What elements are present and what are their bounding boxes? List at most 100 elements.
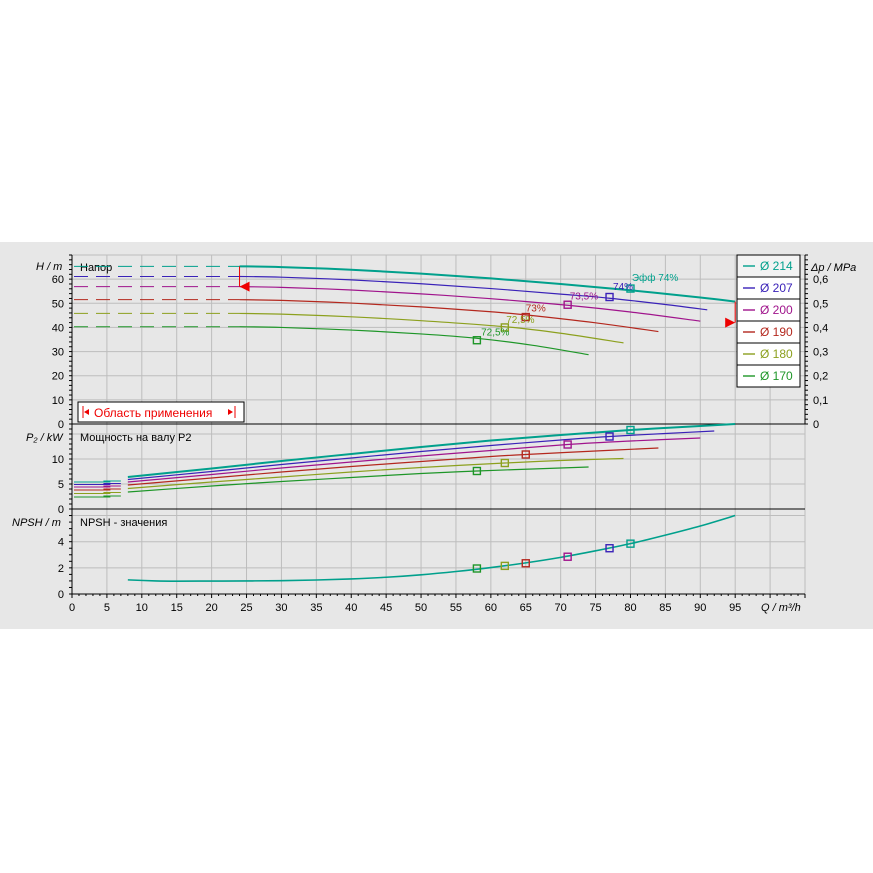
x-axis-label: Q / m³/h [761, 602, 801, 614]
power-point-Ø 180 [500, 458, 510, 468]
pressure-tick-label: 0,4 [813, 322, 828, 334]
legend-label: Ø 200 [760, 303, 793, 317]
head-curve-Ø 214 [239, 265, 736, 303]
pressure-axis-label: Δp / MPa [810, 262, 856, 274]
head-point-Ø 180 [500, 323, 510, 332]
x-tick-label: 45 [380, 602, 392, 614]
pressure-tick-label: 0,2 [813, 371, 828, 383]
head-curve-Ø 170 [239, 326, 589, 356]
npsh-tick-label: 4 [58, 537, 64, 549]
application-right-arrow [725, 317, 736, 328]
npsh-tick-label: 0 [58, 589, 64, 601]
x-tick-label: 75 [589, 602, 601, 614]
head-curve-Ø 207 [239, 275, 708, 311]
chart-panel: 0 10 20 30 40 50 60 0 0,1 0,2 0,3 0,4 0,5 0,6 0 5 10 0 2 4 0… [0, 242, 873, 629]
npsh-curve [127, 514, 736, 582]
x-tick-label: 10 [136, 602, 148, 614]
power-curve-Ø 200 [127, 437, 701, 483]
power-curve-Ø 214 [127, 423, 736, 478]
head-point-Ø 190 [521, 312, 530, 322]
power-curve-Ø 190 [127, 447, 659, 486]
x-tick-label: 60 [485, 602, 497, 614]
head-point-Ø 200 [563, 300, 572, 309]
head-point-Ø 214 [626, 284, 635, 293]
efficiency-label-207: 74% [613, 282, 633, 293]
x-tick-label: 40 [345, 602, 357, 614]
npsh-point [521, 559, 530, 568]
pressure-tick-label: 0,1 [813, 395, 828, 407]
power-tick-label: 0 [58, 504, 64, 516]
head-tick-label: 40 [52, 322, 64, 334]
head-curve-Ø 190 [239, 299, 659, 333]
npsh-point [626, 539, 635, 548]
head-tick-label: 60 [52, 274, 64, 286]
npsh-point [605, 544, 614, 553]
efficiency-label-190: 73% [526, 303, 546, 314]
legend-label: Ø 180 [760, 347, 793, 361]
head-point-Ø 170 [472, 336, 482, 345]
npsh-point [563, 552, 572, 561]
power-curve-Ø 180 [127, 457, 624, 490]
application-left-arrow [239, 281, 250, 292]
application-area-left-arrow [84, 409, 89, 415]
pressure-tick-label: 0,6 [813, 274, 828, 286]
x-tick-label: 35 [310, 602, 322, 614]
power-axis-label: P₂ / kW [26, 432, 64, 444]
power-point-Ø 214 [626, 425, 635, 435]
power-tick-label: 10 [52, 454, 64, 466]
efficiency-label-200: 73,5% [570, 291, 598, 302]
x-tick-label: 20 [205, 602, 217, 614]
efficiency-label-214: Эфф 74% [632, 272, 679, 284]
x-tick-label: 80 [624, 602, 636, 614]
npsh-title: NPSH - значения [80, 517, 167, 529]
power-point-Ø 190 [521, 450, 530, 459]
legend-label: Ø 214 [760, 259, 793, 273]
power-curve-Ø 170 [127, 466, 589, 493]
application-area-label: Область применения [94, 406, 212, 420]
power-tick-label: 5 [58, 479, 64, 491]
power-point-Ø 170 [472, 466, 482, 476]
x-tick-label: 30 [275, 602, 287, 614]
pressure-tick-label: 0 [813, 419, 819, 431]
head-tick-label: 10 [52, 395, 64, 407]
x-tick-label: 50 [415, 602, 427, 614]
pressure-tick-label: 0,5 [813, 298, 828, 310]
application-area-right-arrow [228, 409, 233, 415]
head-point-Ø 207 [605, 292, 614, 302]
npsh-point [472, 564, 482, 573]
head-tick-label: 50 [52, 298, 64, 310]
efficiency-label-180: 72,5% [506, 315, 534, 326]
power-title: Мощность на валу P2 [80, 432, 192, 444]
application-area-box [77, 401, 245, 423]
x-tick-label: 70 [555, 602, 567, 614]
head-tick-label: 0 [58, 419, 64, 431]
x-tick-label: 15 [171, 602, 183, 614]
x-tick-label: 85 [659, 602, 671, 614]
npsh-point [500, 561, 510, 571]
efficiency-label-170: 72,5% [481, 327, 509, 338]
legend-label: Ø 207 [760, 281, 793, 295]
x-tick-label: 5 [104, 602, 110, 614]
npsh-axis-label: NPSH / m [12, 517, 61, 529]
x-tick-label: 65 [520, 602, 532, 614]
x-tick-label: 0 [69, 602, 75, 614]
legend-item [736, 364, 801, 388]
head-tick-label: 20 [52, 371, 64, 383]
x-tick-label: 95 [729, 602, 741, 614]
pump-curve-chart: 010203040506000,10,20,30,40,50,605100240… [12, 254, 856, 614]
head-title: Напор [80, 262, 112, 274]
power-curve-Ø 207 [127, 430, 715, 481]
legend-label: Ø 190 [760, 325, 793, 339]
x-tick-label: 25 [240, 602, 252, 614]
power-point-Ø 207 [605, 432, 614, 441]
head-grid [71, 254, 806, 425]
pressure-tick-label: 0,3 [813, 347, 828, 359]
head-axis-label: H / m [36, 261, 62, 273]
head-curve-Ø 200 [239, 286, 701, 322]
x-tick-label: 90 [694, 602, 706, 614]
x-tick-label: 55 [450, 602, 462, 614]
power-point-Ø 200 [563, 440, 572, 449]
head-tick-label: 30 [52, 347, 64, 359]
legend-label: Ø 170 [760, 369, 793, 383]
head-curve-Ø 180 [239, 312, 624, 344]
